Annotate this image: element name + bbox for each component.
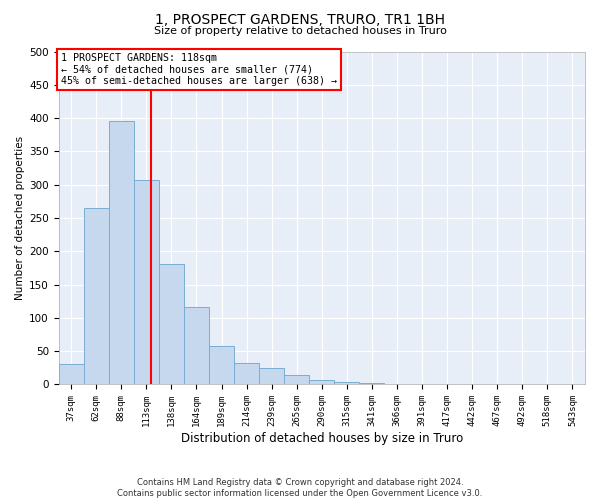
Bar xyxy=(184,307,209,384)
Text: 1 PROSPECT GARDENS: 118sqm
← 54% of detached houses are smaller (774)
45% of sem: 1 PROSPECT GARDENS: 118sqm ← 54% of deta… xyxy=(61,53,337,86)
Bar xyxy=(209,346,234,385)
Bar xyxy=(359,383,385,384)
Text: Contains HM Land Registry data © Crown copyright and database right 2024.
Contai: Contains HM Land Registry data © Crown c… xyxy=(118,478,482,498)
Bar xyxy=(309,380,334,384)
Bar xyxy=(59,364,84,384)
Text: 1, PROSPECT GARDENS, TRURO, TR1 1BH: 1, PROSPECT GARDENS, TRURO, TR1 1BH xyxy=(155,12,445,26)
Bar xyxy=(284,375,309,384)
Bar xyxy=(84,208,109,384)
Bar xyxy=(234,363,259,384)
Text: Size of property relative to detached houses in Truro: Size of property relative to detached ho… xyxy=(154,26,446,36)
Y-axis label: Number of detached properties: Number of detached properties xyxy=(15,136,25,300)
X-axis label: Distribution of detached houses by size in Truro: Distribution of detached houses by size … xyxy=(181,432,463,445)
Bar xyxy=(334,382,359,384)
Bar xyxy=(159,264,184,384)
Bar xyxy=(259,368,284,384)
Bar xyxy=(109,122,134,384)
Bar xyxy=(134,180,159,384)
